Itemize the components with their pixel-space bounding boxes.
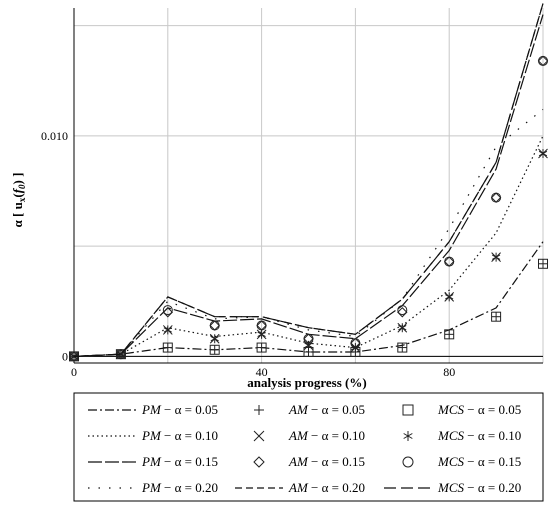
data-point-mcs-015: [444, 256, 455, 267]
legend-label: PM − α = 0.20: [141, 480, 218, 495]
legend: PM − α = 0.05 PM − α = 0.10 PM − α = 0.15 P…: [73, 392, 544, 502]
series-line-am-02: [73, 3, 544, 357]
legend-item-pm-1: PM − α = 0.10: [88, 428, 218, 443]
series-line-pm-015: [73, 14, 544, 357]
data-point-mcs-01: [116, 349, 126, 359]
data-point-mcs-005: [444, 329, 455, 340]
data-point-mcs-005: [256, 342, 267, 353]
series-pm-005: [73, 241, 544, 357]
data-point-am-005: [397, 343, 407, 353]
legend-item-mcs-3: MCS − α = 0.20: [384, 480, 521, 495]
plot-frame: [73, 8, 543, 364]
data-point-am-005: [210, 345, 220, 355]
series-line-mcs-02: [73, 3, 544, 357]
legend-label: PM − α = 0.15: [141, 454, 218, 469]
data-point-am-005: [538, 259, 548, 269]
y-axis-title-main: α [ u: [10, 202, 25, 227]
data-point-mcs-005: [491, 311, 502, 322]
legend-item-pm-3: PM − α = 0.20: [88, 480, 218, 495]
x-tick-label: 0: [71, 365, 77, 379]
data-point-mcs-005: [209, 344, 220, 355]
legend-item-mcs-2: MCS − α = 0.15: [402, 454, 521, 469]
y-axis-title-sub: x: [17, 197, 27, 202]
data-point-mcs-01: [163, 325, 172, 335]
data-point-mcs-01: [398, 323, 407, 333]
legend-item-pm-0: PM − α = 0.05: [88, 402, 218, 417]
legend-label: MCS − α = 0.20: [437, 480, 521, 495]
x-tick-label: 40: [256, 365, 268, 379]
data-point-mcs-015: [303, 333, 314, 344]
legend-item-am-3: AM − α = 0.20: [235, 480, 365, 495]
data-point-mcs-015: [256, 320, 267, 331]
data-point-mcs-015: [209, 320, 220, 331]
data-point-mcs-01: [210, 334, 219, 344]
data-point-am-005: [444, 329, 454, 339]
legend-item-pm-2: PM − α = 0.15: [88, 454, 218, 469]
series-mcs-02: [73, 3, 544, 357]
legend-swatch: [253, 456, 265, 468]
y-axis-title: α [ ux(f0) ]: [10, 173, 27, 228]
legend-swatch: [253, 430, 265, 442]
y-axis-title-argsub: 0: [17, 184, 27, 189]
series-mcs-015: [69, 55, 548, 362]
y-axis-title-arg: f: [10, 187, 25, 193]
data-point-am-005: [257, 343, 267, 353]
y-axis-title-end: ) ]: [10, 173, 25, 185]
x-tick-label: 80: [443, 365, 455, 379]
legend-label: PM − α = 0.10: [141, 428, 218, 443]
series-line-pm-02: [73, 108, 544, 357]
legend-label: MCS − α = 0.15: [437, 454, 521, 469]
grid: [73, 8, 544, 363]
data-point-am-005: [491, 312, 501, 322]
legend-item-am-2: AM − α = 0.15: [253, 454, 365, 469]
data-point-mcs-015: [162, 305, 173, 316]
series-pm-02: [73, 108, 544, 357]
data-point-mcs-015: [491, 192, 502, 203]
series-line-pm-005: [73, 241, 544, 357]
data-point-mcs-015: [397, 305, 408, 316]
legend-label: AM − α = 0.05: [288, 402, 365, 417]
legend-label: MCS − α = 0.10: [437, 428, 521, 443]
legend-item-am-1: AM − α = 0.10: [253, 428, 365, 443]
data-point-mcs-01: [257, 329, 266, 339]
legend-swatch: [254, 405, 264, 415]
data-point-mcs-01: [491, 252, 501, 262]
data-point-mcs-005: [397, 342, 408, 353]
legend-swatch: [402, 456, 414, 468]
legend-swatch: [403, 431, 413, 441]
legend-swatch: [402, 404, 414, 416]
data-point-am-005: [163, 343, 173, 353]
legend-item-mcs-0: MCS − α = 0.05: [402, 402, 521, 417]
y-tick-label: 0: [62, 349, 68, 363]
series-am-02: [73, 3, 544, 357]
data-point-mcs-015: [538, 55, 548, 66]
y-tick-label: 0.010: [41, 129, 68, 143]
series-am-015: [68, 55, 549, 362]
data-point-mcs-01: [304, 340, 313, 350]
legend-label: AM − α = 0.20: [288, 480, 365, 495]
axis-ticks: 0 40 80 0 0.010: [41, 129, 455, 379]
legend-label: AM − α = 0.10: [288, 428, 365, 443]
legend-label: AM − α = 0.15: [288, 454, 365, 469]
data-point-mcs-005: [162, 342, 173, 353]
legend-item-am-0: AM − α = 0.05: [254, 402, 365, 417]
legend-box: [73, 392, 544, 502]
legend-label: MCS − α = 0.05: [437, 402, 521, 417]
data-point-mcs-005: [538, 258, 548, 269]
legend-item-mcs-1: MCS − α = 0.10: [403, 428, 521, 443]
series-layer: [68, 3, 549, 362]
data-point-am-015: [162, 307, 174, 318]
data-point-am-015: [397, 307, 408, 318]
series-pm-015: [73, 14, 544, 357]
data-point-mcs-01: [538, 149, 548, 159]
x-axis-title: analysis progress (%): [247, 375, 366, 390]
data-point-mcs-015: [350, 338, 361, 349]
legend-label: PM − α = 0.05: [141, 402, 218, 417]
y-axis-title-paren: (: [10, 193, 25, 197]
data-point-mcs-01: [445, 292, 454, 302]
